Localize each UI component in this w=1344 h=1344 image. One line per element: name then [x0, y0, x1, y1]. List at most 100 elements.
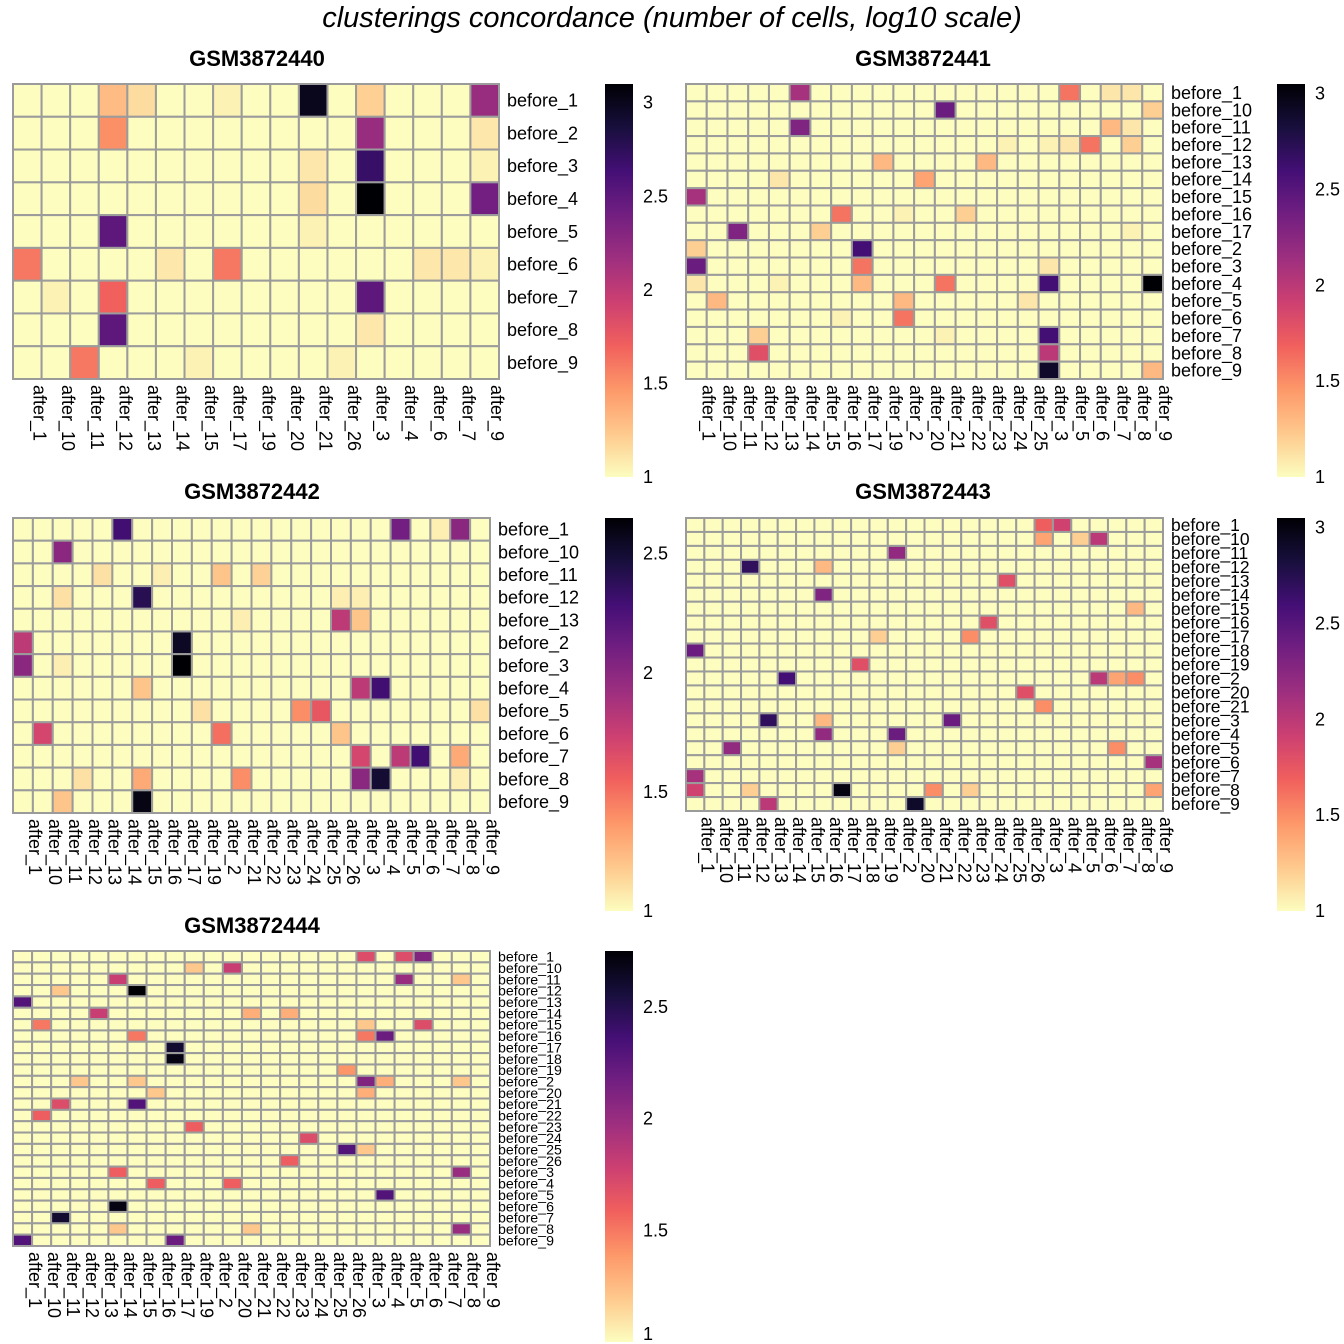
heatmap-cell — [107, 1176, 129, 1191]
heatmap-cell — [726, 325, 750, 346]
heatmap-cell — [131, 517, 154, 542]
colorbar-tick-label: 3 — [1315, 84, 1325, 104]
heatmap-cell — [1099, 204, 1123, 224]
heatmap-cell — [892, 343, 916, 363]
column-label: after_21 — [314, 385, 335, 451]
heatmap-cell — [776, 572, 798, 589]
heatmap-cell — [1079, 343, 1102, 363]
heatmap-cell — [240, 1199, 263, 1213]
heatmap-cell — [69, 1052, 91, 1066]
heatmap-cell — [374, 972, 396, 987]
heatmap-cell — [705, 343, 729, 363]
row-label: before_6 — [498, 724, 569, 745]
heatmap-cell — [12, 1188, 34, 1202]
heatmap-cell — [703, 670, 724, 687]
heatmap-cell — [412, 246, 443, 282]
heatmap-cell — [923, 726, 944, 743]
heatmap-cell — [996, 100, 1019, 120]
row-label: before_10 — [498, 961, 562, 977]
heatmap-cell — [440, 246, 472, 282]
heatmap-cell — [978, 782, 999, 799]
heatmap-cell — [1141, 256, 1164, 276]
heatmap-cell — [12, 675, 34, 701]
heatmap-cell — [1051, 558, 1073, 575]
column-label: after_16 — [825, 817, 846, 883]
heatmap-cell — [795, 586, 816, 603]
column-label: after_15 — [200, 385, 221, 451]
heatmap-cell — [1079, 187, 1102, 207]
heatmap-cell — [1106, 586, 1128, 603]
heatmap-cell — [297, 181, 329, 217]
heatmap-cell — [183, 1222, 205, 1236]
heatmap-cell — [954, 152, 978, 172]
heatmap-cell — [1099, 169, 1123, 190]
heatmap-cell — [809, 221, 833, 242]
heatmap-cell — [336, 1120, 358, 1134]
heatmap-cell — [270, 675, 293, 701]
heatmap-cell — [1088, 684, 1109, 701]
row-label: before_8 — [1171, 780, 1240, 801]
heatmap-cell — [131, 630, 154, 656]
heatmap-cell — [933, 169, 957, 190]
heatmap-cell — [892, 360, 916, 381]
heatmap-cell — [1143, 517, 1164, 533]
heatmap-cell — [260, 1222, 282, 1236]
heatmap-cell — [685, 152, 708, 172]
heatmap-cell — [126, 312, 157, 348]
heatmap-cell — [913, 117, 936, 138]
heatmap-cell — [747, 221, 770, 242]
heatmap-cell — [830, 83, 853, 103]
heatmap-cell — [1120, 291, 1144, 311]
heatmap-cell — [210, 789, 233, 814]
heatmap-cell — [31, 698, 54, 724]
heatmap-cell — [1015, 614, 1036, 631]
heatmap-cell — [298, 1040, 320, 1055]
heatmap-cell — [431, 1233, 453, 1247]
heatmap-cell — [69, 214, 100, 249]
heatmap-cell — [1120, 360, 1144, 381]
heatmap-cell — [393, 1040, 415, 1055]
heatmap-cell — [317, 995, 339, 1009]
column-label: after_16 — [157, 1252, 178, 1318]
heatmap-cell — [1070, 740, 1091, 757]
heatmap-cell — [355, 1176, 377, 1191]
heatmap-cell — [813, 642, 834, 659]
heatmap-cell — [164, 1131, 186, 1145]
heatmap-cell — [412, 1052, 434, 1066]
heatmap-cell — [721, 642, 743, 659]
heatmap-cell — [12, 1040, 34, 1055]
heatmap-cell — [369, 743, 392, 769]
heatmap-cell — [740, 698, 761, 715]
heatmap-cell — [1125, 572, 1146, 589]
heatmap-cell — [740, 558, 761, 575]
heatmap-cell — [126, 1165, 148, 1179]
heatmap-cell — [1141, 343, 1164, 363]
heatmap-cell — [450, 1188, 472, 1202]
heatmap-cell — [240, 1006, 263, 1021]
heatmap-cell — [886, 600, 908, 617]
heatmap-cell — [941, 796, 963, 812]
heatmap-cell — [183, 1006, 205, 1021]
heatmap-cell — [747, 117, 770, 138]
heatmap-cell — [1141, 117, 1164, 138]
heatmap-cell — [111, 585, 134, 610]
heatmap-cell — [705, 273, 729, 294]
heatmap-cell — [1079, 204, 1102, 224]
column-label: after_17 — [843, 817, 864, 883]
row-label: before_9 — [498, 792, 569, 813]
heatmap-cell — [450, 950, 472, 964]
heatmap-cell — [336, 984, 358, 998]
heatmap-cell — [260, 1188, 282, 1202]
heatmap-cell — [868, 628, 889, 645]
heatmap-cell — [260, 950, 282, 964]
column-label: after_14 — [801, 385, 822, 451]
row-label: before_2 — [507, 123, 578, 144]
heatmap-cell — [202, 1006, 224, 1021]
heatmap-cell — [886, 698, 908, 715]
heatmap-cell — [126, 345, 157, 381]
heatmap-cell — [31, 766, 54, 792]
heatmap-cell — [913, 325, 936, 346]
heatmap-cell — [260, 972, 282, 987]
heatmap-cell — [383, 246, 415, 282]
row-label: before_4 — [1171, 274, 1242, 295]
